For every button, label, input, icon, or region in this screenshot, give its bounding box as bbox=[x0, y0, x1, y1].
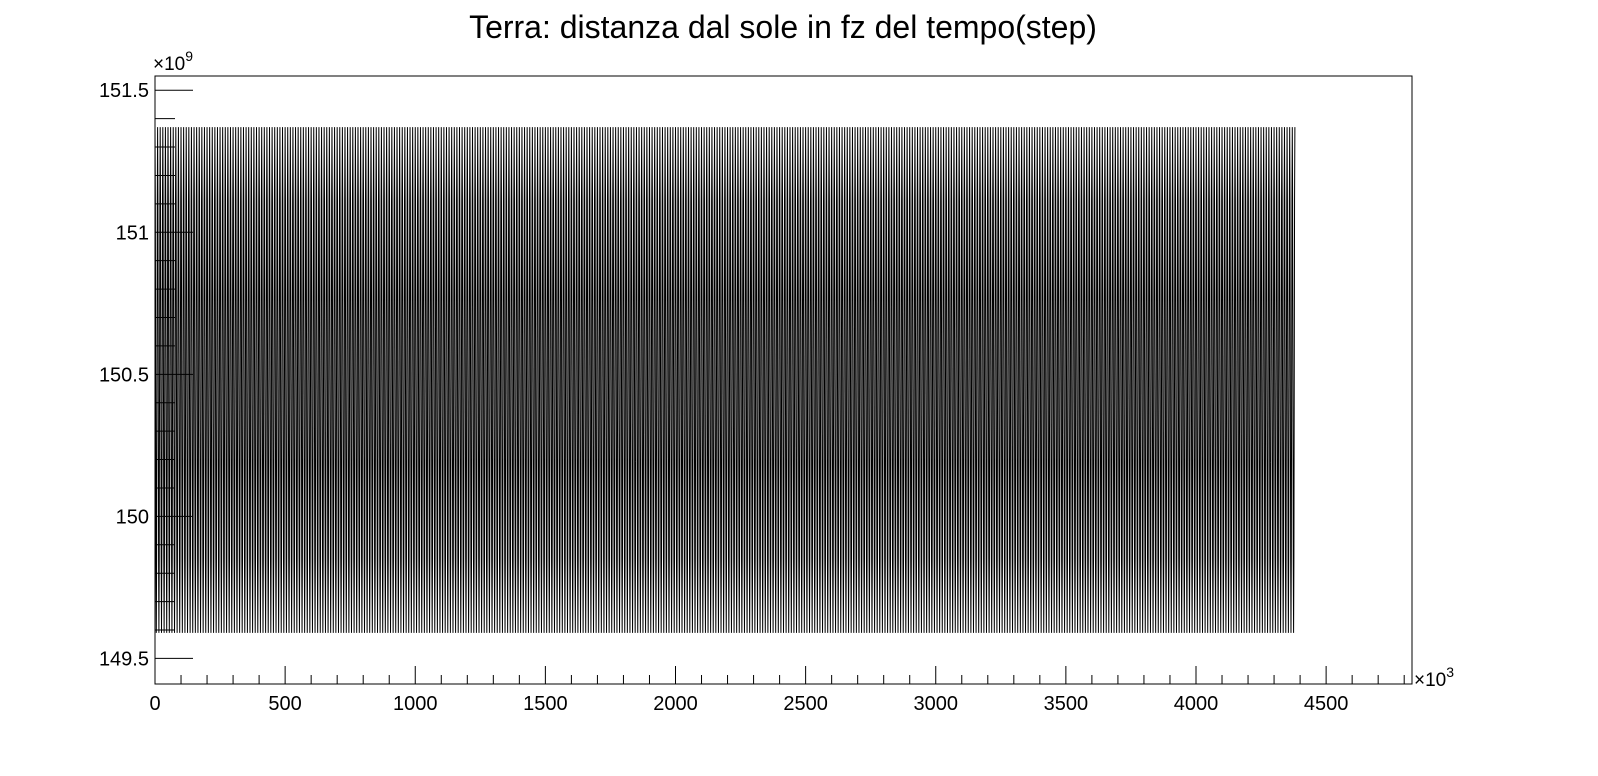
y-tick-label: 150 bbox=[116, 506, 149, 528]
x-tick-label: 3000 bbox=[913, 693, 958, 715]
x-tick-label: 4500 bbox=[1304, 693, 1349, 715]
series-layer bbox=[154, 127, 1296, 633]
y-tick-label: 150.5 bbox=[99, 364, 149, 386]
y-exponent-base: ×10 bbox=[153, 54, 185, 75]
x-tick-label: 2500 bbox=[783, 693, 828, 715]
y-exponent-power: 9 bbox=[185, 48, 193, 64]
x-tick-label: 1000 bbox=[393, 693, 438, 715]
y-axis-exponent: ×109 bbox=[153, 48, 193, 75]
y-tick-label: 151 bbox=[116, 222, 149, 244]
x-exponent-base: ×10 bbox=[1414, 670, 1446, 691]
y-tick-label: 149.5 bbox=[99, 648, 149, 670]
plot-frame bbox=[154, 75, 1413, 685]
x-tick-label: 3500 bbox=[1044, 693, 1089, 715]
x-axis-exponent: ×103 bbox=[1414, 664, 1454, 691]
axes-layer: 0 500 1000 1500 2000 2500 3000 3500 4000 4500 149.… bbox=[99, 80, 1405, 715]
x-tick-label: 500 bbox=[268, 693, 301, 715]
y-tick-label: 151.5 bbox=[99, 80, 149, 102]
x-tick-label: 0 bbox=[149, 693, 160, 715]
chart-title: Terra: distanza dal sole in fz del tempo… bbox=[469, 9, 1097, 45]
x-tick-label: 1500 bbox=[523, 693, 568, 715]
series-line bbox=[154, 127, 1296, 633]
x-tick-label: 4000 bbox=[1174, 693, 1219, 715]
x-exponent-power: 3 bbox=[1446, 664, 1454, 680]
x-tick-label: 2000 bbox=[653, 693, 698, 715]
